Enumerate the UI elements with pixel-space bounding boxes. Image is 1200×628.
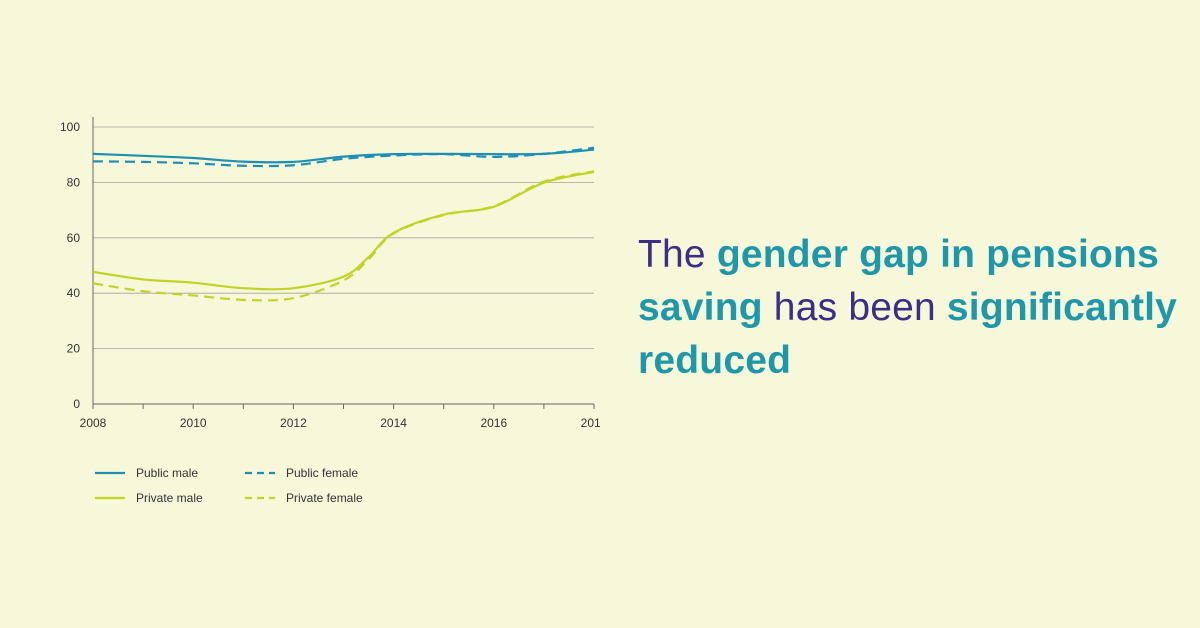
y-tick-label: 0 <box>73 397 80 411</box>
legend: Public male Public female Private male Priv… <box>95 466 363 505</box>
y-tick-label: 100 <box>60 120 80 134</box>
headline-plain-text: The <box>638 233 717 276</box>
series-line-private-male <box>92 170 595 291</box>
line-chart: 0 20 40 60 80 100 2008 2010 2012 2014 2016 2018 Pub… <box>60 117 600 505</box>
x-tick-label: 2008 <box>80 416 107 430</box>
legend-label: Private female <box>286 491 363 505</box>
headline-accent-text: gender gap in pensions saving <box>638 233 1159 329</box>
headline-accent-text: significantly reduced <box>638 286 1178 382</box>
headline: The gender gap in pensions saving has be… <box>638 228 1178 387</box>
x-tick-label: 2018 <box>581 416 600 430</box>
axes: 0 20 40 60 80 100 2008 2010 2012 2014 2016 2018 <box>60 117 600 430</box>
series-line-public-male <box>92 148 595 164</box>
y-tick-label: 80 <box>67 175 81 189</box>
legend-label: Public female <box>286 466 358 480</box>
y-tick-label: 40 <box>67 286 81 300</box>
x-tick-label: 2016 <box>480 416 507 430</box>
x-tick-label: 2012 <box>280 416 307 430</box>
y-tick-label: 20 <box>67 342 81 356</box>
x-tick-label: 2014 <box>380 416 407 430</box>
series-lines <box>92 146 595 302</box>
y-tick-label: 60 <box>67 231 81 245</box>
series-line-public-female <box>92 146 595 168</box>
gridlines <box>93 126 594 350</box>
legend-label: Private male <box>136 491 203 505</box>
series-line-private-female <box>92 170 595 302</box>
headline-plain-text: has been <box>762 286 947 329</box>
legend-label: Public male <box>136 466 198 480</box>
x-tick-label: 2010 <box>180 416 207 430</box>
